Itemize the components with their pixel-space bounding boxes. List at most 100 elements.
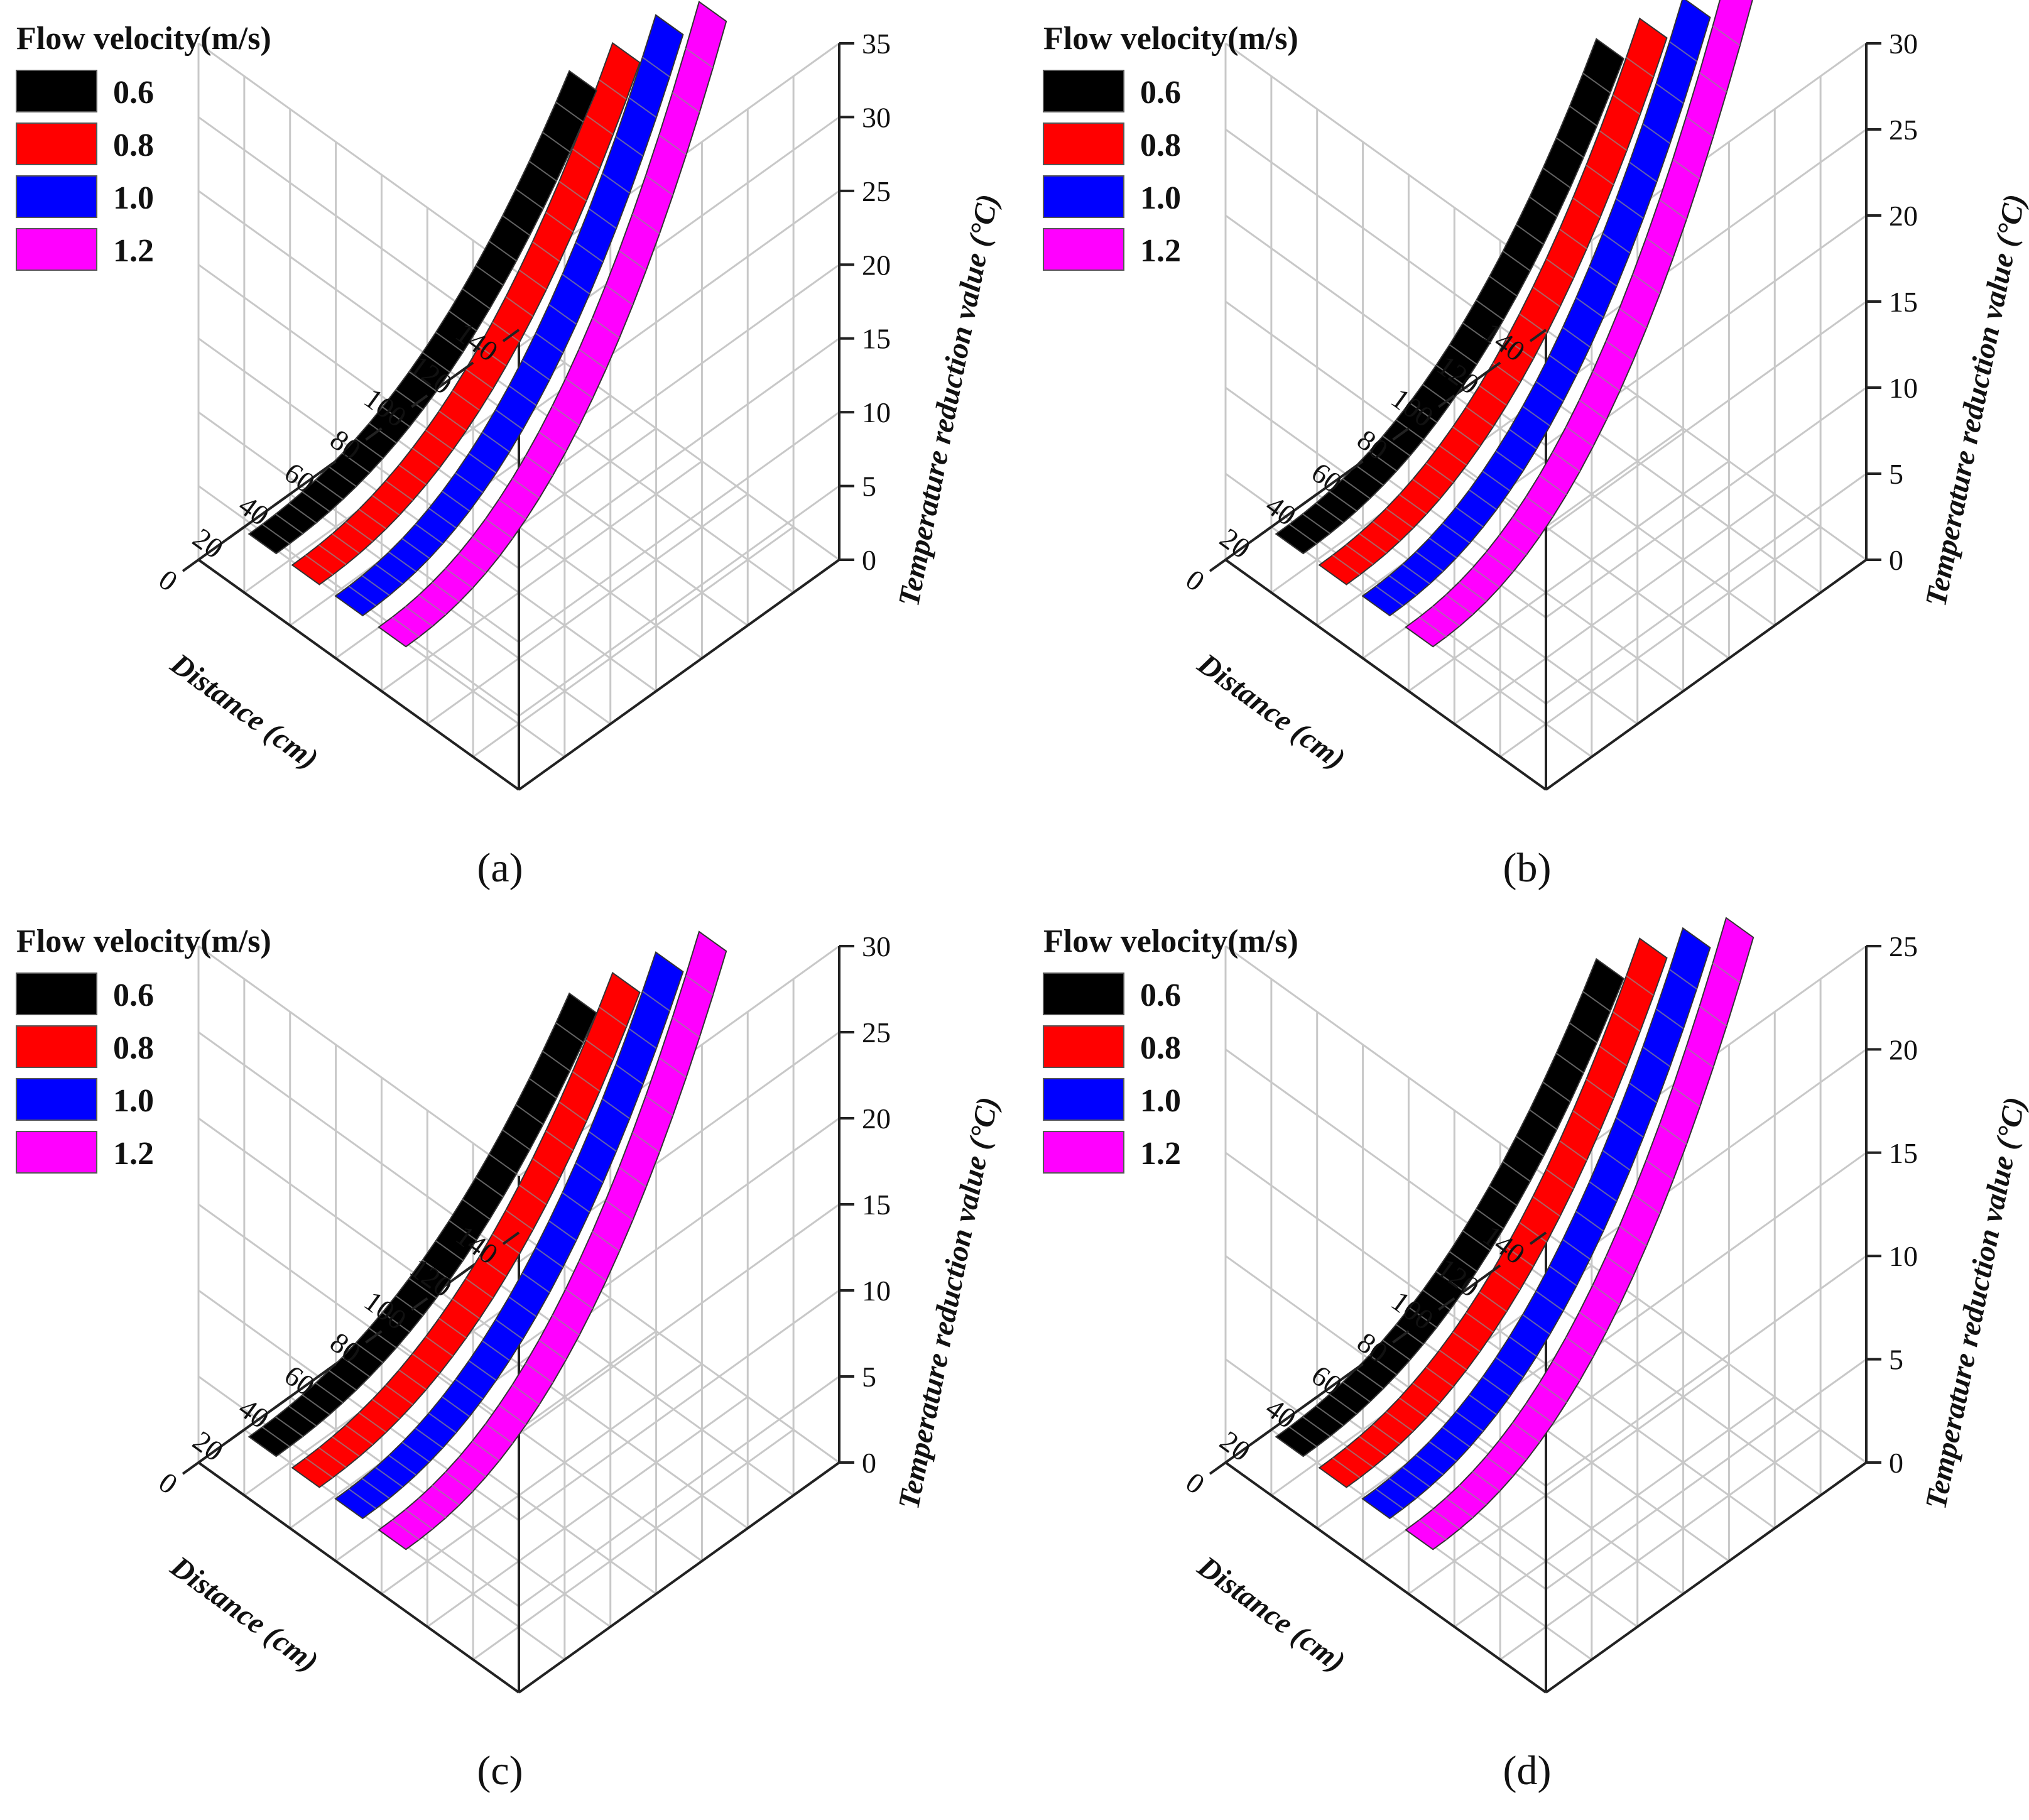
surface-mesh-line [1409, 1307, 1437, 1328]
surface-mesh-line [672, 92, 700, 113]
surface-mesh-line [552, 1315, 580, 1336]
legend-label-1: 0.8 [113, 1030, 154, 1066]
temperature-tick-label: 5 [1889, 1344, 1903, 1376]
surface-mesh-line [585, 114, 614, 136]
surface-mesh-line [442, 491, 470, 512]
surface-mesh-line [1455, 506, 1484, 528]
surface-mesh-line [505, 1209, 534, 1231]
surface-mesh-line [1506, 1246, 1534, 1267]
distance-axis-title: Distance (cm) [1191, 1549, 1351, 1679]
surface-mesh-line [1435, 364, 1464, 386]
surface-mesh-line [368, 423, 397, 444]
back-wall-gridline [518, 485, 840, 717]
temperature-tick-label: 5 [1889, 458, 1903, 490]
surface-mesh-line [1495, 1357, 1524, 1378]
surface-mesh-line [1489, 276, 1518, 297]
distance-tick [1254, 526, 1273, 540]
surface-mesh-line [422, 352, 450, 373]
surface-mesh-line [398, 1369, 427, 1390]
surface-mesh-line [1669, 969, 1697, 990]
surface-mesh-line [375, 1467, 403, 1488]
surface-mesh-line [302, 1394, 330, 1415]
surface-mesh-line [1359, 1436, 1387, 1457]
surface-mesh-line [1388, 1478, 1417, 1499]
surface-mesh-line [465, 1278, 494, 1299]
legend-label-2: 1.0 [1140, 1083, 1181, 1119]
surface-series-3 [378, 930, 727, 1550]
surface-mesh-line [261, 1426, 290, 1447]
surface-mesh-line [1602, 1150, 1631, 1171]
surface-mesh-line [602, 173, 630, 194]
surface-mesh-line [1619, 308, 1647, 329]
distance-tick [182, 559, 200, 572]
surface-series-0 [1275, 38, 1624, 555]
temperature-tick-label: 30 [862, 101, 891, 133]
surface-mesh-line [1519, 1222, 1547, 1243]
surface-mesh-line [1589, 266, 1618, 287]
surface-mesh-line [1502, 251, 1531, 271]
temperature-tick-label: 5 [862, 471, 876, 503]
legend-title: Flow velocity(m/s) [1043, 924, 1298, 959]
surface-mesh-line [1425, 462, 1454, 484]
surface-mesh-line [361, 575, 390, 596]
surface-mesh-line [642, 991, 670, 1011]
surface-mesh-line [1586, 1079, 1614, 1099]
surface-mesh-line [505, 296, 534, 317]
surface-mesh-line [449, 1220, 477, 1241]
surface-mesh-line [1466, 1312, 1494, 1333]
surface-mesh-line [1435, 1271, 1464, 1292]
surface-mesh-line [1359, 533, 1387, 554]
side-wall-gridline [1225, 945, 1547, 1177]
surface-mesh-line [1462, 1230, 1491, 1251]
surface-mesh-line [565, 1289, 594, 1309]
floor-gridline [1454, 395, 1776, 626]
temperature-tick-label: 20 [862, 1103, 891, 1135]
temperature-tick-label: 10 [862, 396, 891, 428]
surface-mesh-line [511, 1384, 540, 1405]
surface-mesh-line [575, 242, 604, 263]
surface-mesh-line [482, 1340, 510, 1361]
surface-mesh-line [1613, 1011, 1641, 1032]
distance-tick-label: 0 [1180, 1466, 1211, 1500]
surface-mesh-line [1669, 41, 1697, 62]
distance-tick [502, 329, 520, 342]
surface-mesh-line [535, 1247, 563, 1268]
surface-mesh-line [1575, 297, 1604, 318]
surface-mesh-line [1302, 1416, 1330, 1437]
surface-mesh-line [1385, 508, 1414, 529]
distance-tick-label: 0 [1180, 563, 1211, 597]
surface-mesh-line [358, 508, 387, 530]
surface-mesh-line [1482, 471, 1511, 492]
surface-mesh-line [599, 1006, 627, 1027]
surface-mesh-line [1499, 535, 1527, 556]
surface-mesh-line [452, 1298, 481, 1319]
surface-mesh-line [391, 1519, 420, 1540]
distance-tick [1438, 1297, 1455, 1311]
surface-mesh-line [1442, 1427, 1471, 1447]
surface-mesh-line [615, 1064, 644, 1085]
legend-swatch-2 [16, 175, 97, 218]
floor-gridline [427, 493, 749, 725]
surface-mesh-line [1375, 586, 1404, 607]
temperature-tick-label: 10 [1889, 1240, 1918, 1272]
floor-gridline [427, 1396, 749, 1628]
surface-mesh-line [1288, 523, 1317, 545]
floor-gridline [518, 1231, 840, 1464]
surface-mesh-line [1559, 1140, 1587, 1161]
surface-mesh-line [589, 208, 617, 229]
surface-mesh-line [1619, 1226, 1647, 1246]
surface-mesh-line [1519, 313, 1547, 334]
surface-mesh-line [645, 175, 673, 196]
distance-tick [1483, 361, 1501, 375]
distance-tick [456, 1264, 474, 1278]
surface-mesh-line [315, 479, 344, 500]
surface-mesh-line [555, 1022, 584, 1044]
surface-mesh-line [632, 1132, 660, 1153]
surface-mesh-line [1449, 1251, 1477, 1272]
surface-mesh-line [355, 438, 384, 459]
surface-mesh-line [302, 491, 330, 512]
surface-mesh-line [1356, 1368, 1384, 1390]
surface-mesh-line [572, 148, 601, 170]
temperature-tick-label: 15 [1889, 286, 1918, 318]
back-wall-gridline [1545, 386, 1867, 619]
